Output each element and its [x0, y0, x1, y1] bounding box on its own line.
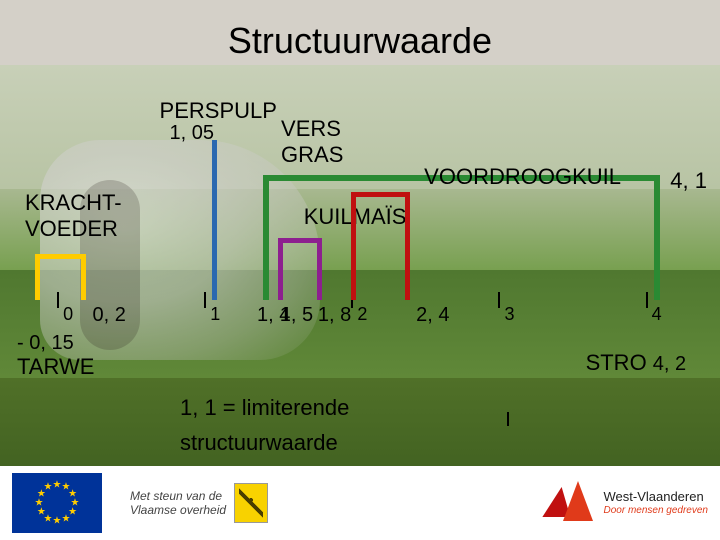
stray-tick	[507, 412, 509, 426]
voordroogkuil-bracket	[351, 192, 410, 300]
stro-label: STRO 4, 2	[586, 350, 687, 376]
eu-flag-icon: ★★★★★★★★★★★★	[12, 473, 102, 533]
axis-tick	[204, 292, 206, 308]
flemish-line2: Vlaamse overheid	[130, 503, 226, 517]
axis-tick-label: 0	[63, 304, 73, 325]
perspulp-value: 1, 05	[170, 122, 214, 145]
voordroogkuil-label: VOORDROOGKUIL	[424, 164, 621, 190]
tarwe-value: - 0, 15	[17, 332, 74, 355]
eu-star-icon: ★	[44, 482, 53, 493]
eu-star-icon: ★	[62, 513, 71, 524]
krachtvoeder-band	[35, 254, 86, 300]
slide-title: Structuurwaarde	[0, 20, 720, 62]
krachtvoeder-label: KRACHT-VOEDER	[25, 190, 122, 242]
slide-canvas: { "title": "Structuurwaarde", "backgroun…	[0, 0, 720, 540]
tarwe-label: TARWE	[17, 354, 94, 380]
wvl-tagline: Door mensen gedreven	[603, 505, 708, 516]
perspulp-stem	[212, 140, 217, 300]
kuilmais-start-value: 1, 5	[280, 304, 313, 327]
flemish-lion-icon	[234, 483, 268, 523]
axis-tick-label: 4	[652, 304, 662, 325]
limit-note-line2: structuurwaarde	[180, 430, 338, 456]
perspulp-label: PERSPULP	[160, 98, 277, 124]
versgras-bracket	[263, 175, 660, 300]
eu-star-icon: ★	[53, 480, 62, 491]
flemish-support: Met steun van de Vlaamse overheid	[130, 483, 268, 523]
limit-note-line1: 1, 1 = limiterende	[180, 395, 349, 421]
axis-tick-label: 3	[504, 304, 514, 325]
eu-star-icon: ★	[53, 516, 62, 527]
krachtvoeder-value: 0, 2	[92, 304, 125, 327]
kuilmais-bracket	[278, 238, 322, 300]
versgras-label: VERSGRAS	[281, 116, 343, 168]
flemish-line1: Met steun van de	[130, 489, 226, 503]
wvl-name: West-Vlaanderen	[603, 490, 708, 504]
west-vlaanderen-logo: West-Vlaanderen Door mensen gedreven	[545, 481, 708, 525]
axis-tick-label: 2	[357, 304, 367, 325]
versgras-end-value: 4, 1	[670, 168, 707, 194]
wvl-mark-icon	[545, 481, 593, 525]
footer-bar: ★★★★★★★★★★★★ Met steun van de Vlaamse ov…	[0, 466, 720, 540]
axis-tick-label: 1	[210, 304, 220, 325]
voordroogkuil-end-value: 2, 4	[416, 304, 449, 327]
kuilmais-end-value: 1, 8	[318, 304, 351, 327]
